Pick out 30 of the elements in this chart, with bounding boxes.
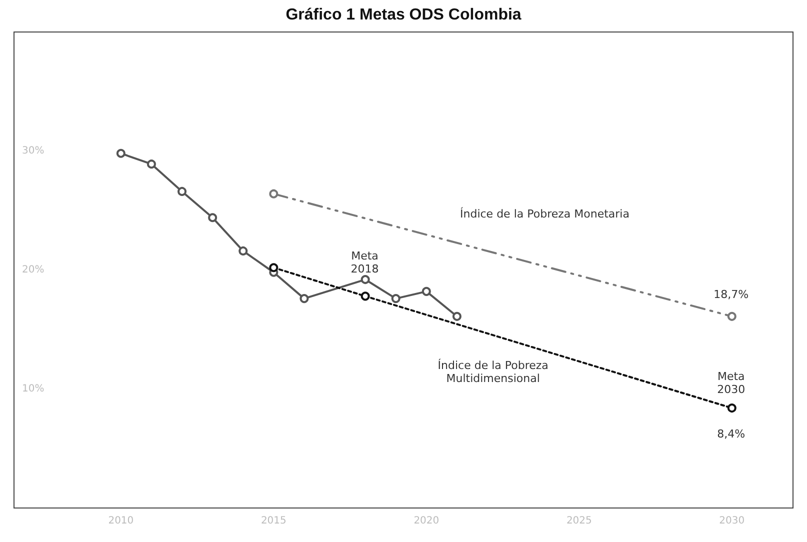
point bbox=[422, 286, 431, 296]
point bbox=[269, 189, 278, 198]
annotation: Índice de la Pobreza Monetaria bbox=[460, 206, 630, 221]
point bbox=[238, 246, 248, 256]
x-tick-label: 2020 bbox=[414, 516, 440, 526]
x-tick-label: 2015 bbox=[260, 516, 286, 526]
y-tick-label: 20% bbox=[22, 264, 44, 276]
chart-title: Gráfico 1 Metas ODS Colombia bbox=[286, 6, 522, 24]
point bbox=[360, 275, 370, 284]
x-tick-label: 2025 bbox=[566, 516, 592, 526]
point bbox=[116, 148, 126, 158]
point bbox=[391, 294, 400, 304]
annotation: 8,4% bbox=[717, 428, 746, 441]
x-tick-label: 2010 bbox=[108, 516, 134, 526]
point bbox=[146, 160, 156, 169]
point bbox=[178, 186, 187, 196]
annotation: Meta 2018 bbox=[350, 249, 379, 276]
point bbox=[727, 312, 736, 321]
point bbox=[208, 213, 218, 222]
point bbox=[452, 312, 462, 321]
point bbox=[727, 404, 736, 413]
point bbox=[300, 294, 309, 304]
y-tick-label: 30% bbox=[22, 146, 44, 156]
x-tick-label: 2030 bbox=[719, 516, 745, 526]
annotation: 18,7% bbox=[714, 288, 749, 301]
annotation: Índice de la Pobreza Multidimensional bbox=[438, 358, 548, 385]
point bbox=[269, 263, 278, 272]
annotation: Meta 2030 bbox=[717, 370, 746, 396]
y-tick-label: 10% bbox=[22, 384, 44, 394]
point bbox=[360, 292, 370, 301]
